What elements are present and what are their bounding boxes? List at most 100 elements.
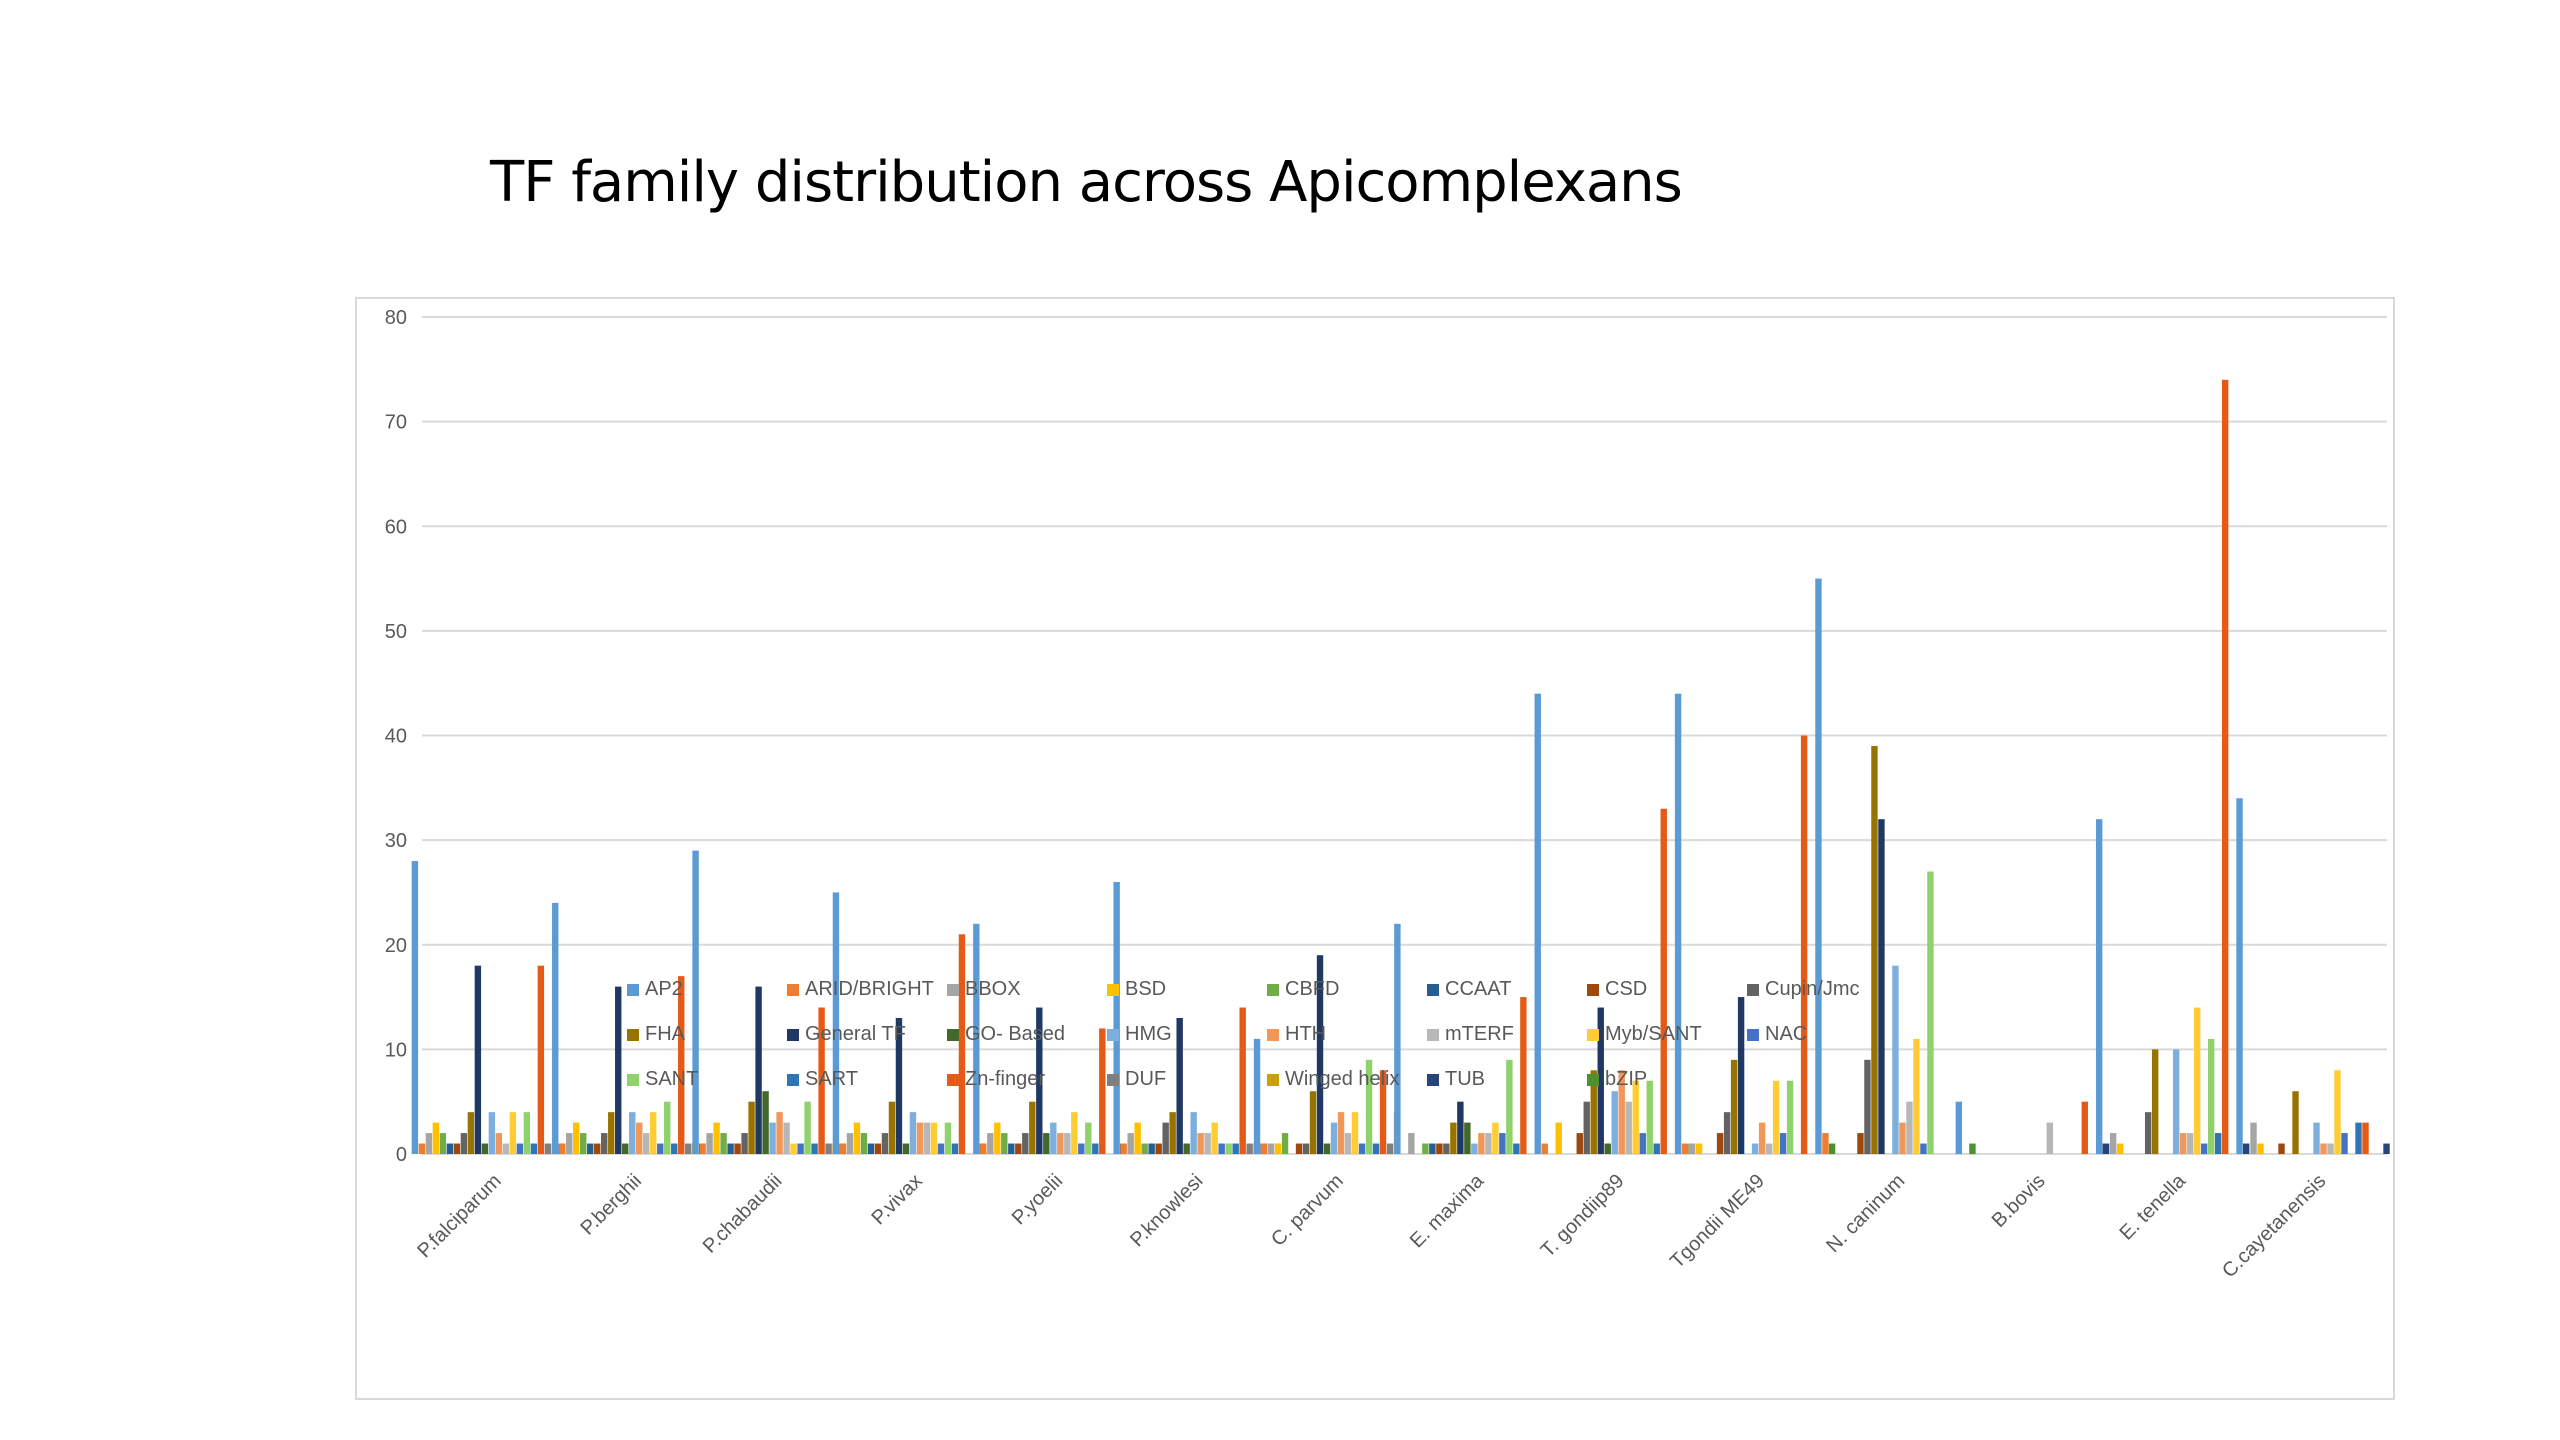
bar <box>587 1143 594 1154</box>
bar <box>994 1122 1001 1154</box>
bar <box>467 1112 475 1154</box>
legend-swatch <box>627 1029 639 1041</box>
x-tick-label: P.berghii <box>577 1170 647 1240</box>
bar <box>1022 1133 1029 1154</box>
bar <box>2250 1122 2257 1154</box>
bar <box>1681 1143 1689 1154</box>
legend-item: GO- Based <box>947 1023 1065 1046</box>
legend-swatch <box>1747 984 1759 996</box>
bar <box>1576 1133 1583 1154</box>
bar <box>1379 1070 1387 1154</box>
bar <box>1267 1143 1275 1154</box>
bar <box>474 965 482 1154</box>
y-tick-label: 30 <box>385 830 407 852</box>
bar <box>1625 1101 1632 1154</box>
bar <box>1716 1133 1724 1154</box>
bar <box>1506 1059 1513 1154</box>
bar <box>1871 745 1878 1154</box>
legend-label: DUF <box>1125 1068 1167 1090</box>
bar <box>411 861 419 1154</box>
y-tick-label: 40 <box>385 726 407 748</box>
bar <box>832 892 840 1154</box>
bar <box>2278 1143 2285 1154</box>
bar <box>1295 1143 1303 1154</box>
legend-label: Myb/SANT <box>1605 1023 1702 1045</box>
legend-label: Zn-finger <box>965 1068 1046 1090</box>
bar <box>2207 1038 2215 1154</box>
bar <box>2313 1122 2320 1154</box>
bar <box>769 1122 776 1154</box>
bar <box>902 1143 910 1154</box>
bar <box>1225 1143 1232 1154</box>
legend-swatch <box>1587 984 1599 996</box>
bar <box>980 1143 987 1154</box>
bar <box>1611 1091 1618 1154</box>
x-tick-label: E. tenella <box>2115 1169 2190 1244</box>
bar <box>446 1143 454 1154</box>
bar <box>1050 1122 1057 1154</box>
legend-item: HMG <box>1107 1023 1172 1046</box>
bar <box>1906 1101 1913 1154</box>
legend-label: AP2 <box>645 978 683 1000</box>
bar <box>1218 1143 1225 1154</box>
y-tick-label: 10 <box>385 1039 407 1061</box>
bar <box>853 1122 861 1154</box>
x-tick-label: P.yoelii <box>1008 1170 1067 1229</box>
legend-item: BSD <box>1107 978 1166 1001</box>
bar <box>636 1122 643 1154</box>
bar <box>804 1101 811 1154</box>
bar <box>1955 1101 1963 1154</box>
bar <box>1134 1122 1141 1154</box>
bar <box>2341 1133 2348 1154</box>
bar <box>1099 1028 1106 1154</box>
bar <box>1828 1143 1836 1154</box>
bar <box>1590 1070 1597 1154</box>
bar <box>1604 1143 1611 1154</box>
bar <box>1092 1143 1099 1154</box>
legend-item: SART <box>787 1068 858 1091</box>
bar <box>615 986 622 1154</box>
bar <box>1913 1038 1920 1154</box>
bar <box>2109 1133 2117 1154</box>
bar <box>601 1133 608 1154</box>
legend-swatch <box>627 1074 639 1086</box>
bar <box>1085 1122 1092 1154</box>
bar <box>881 1133 889 1154</box>
bar <box>1927 871 1934 1154</box>
bar <box>916 1122 924 1154</box>
legend-swatch <box>1267 984 1279 996</box>
bar <box>2292 1091 2299 1154</box>
bar <box>930 1122 938 1154</box>
legend-swatch <box>787 1029 799 1041</box>
legend-label: ARID/BRIGHT <box>805 978 934 1000</box>
bar <box>523 1112 531 1154</box>
bar <box>720 1133 727 1154</box>
bar <box>699 1143 706 1154</box>
bar <box>1779 1133 1787 1154</box>
bar <box>839 1143 847 1154</box>
bar <box>1029 1101 1036 1154</box>
bar <box>1485 1133 1492 1154</box>
bar <box>1253 1038 1261 1154</box>
bar <box>643 1133 650 1154</box>
bar <box>594 1143 601 1154</box>
legend-label: mTERF <box>1445 1023 1514 1045</box>
bar <box>1337 1112 1345 1154</box>
bar <box>1541 1143 1548 1154</box>
bar <box>2362 1122 2369 1154</box>
legend-item: bZIP <box>1587 1068 1647 1091</box>
bar <box>1344 1133 1352 1154</box>
x-tick-label: T. gondiip89 <box>1537 1170 1629 1262</box>
bar <box>664 1101 671 1154</box>
legend-swatch <box>1107 1029 1119 1041</box>
bar <box>2144 1112 2152 1154</box>
legend-label: TUB <box>1445 1068 1485 1090</box>
x-tick-label: Tgondii ME49 <box>1666 1170 1769 1273</box>
bar <box>818 1007 825 1154</box>
bar <box>1632 1080 1639 1154</box>
bar <box>650 1112 657 1154</box>
bar <box>1078 1143 1085 1154</box>
bar <box>1899 1122 1906 1154</box>
bar <box>923 1122 931 1154</box>
bar <box>1057 1133 1064 1154</box>
